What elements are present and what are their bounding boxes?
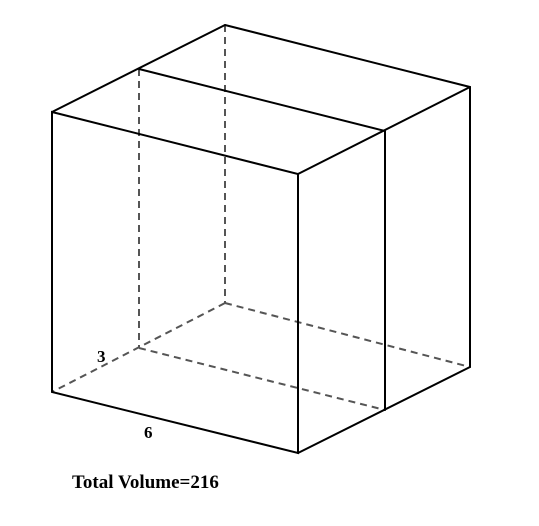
hidden-edge-back-bottom-right	[224, 302, 471, 368]
divider-top	[138, 68, 386, 132]
hidden-edges	[51, 25, 471, 411]
hidden-edge-divider-bottom	[138, 347, 386, 411]
depth-label: 3	[97, 347, 106, 366]
total-volume-caption: Total Volume=216	[72, 472, 219, 493]
visible-edges	[51, 24, 471, 455]
width-label: 6	[144, 423, 153, 442]
edge-top-back	[224, 24, 471, 88]
front-face	[51, 110, 299, 455]
